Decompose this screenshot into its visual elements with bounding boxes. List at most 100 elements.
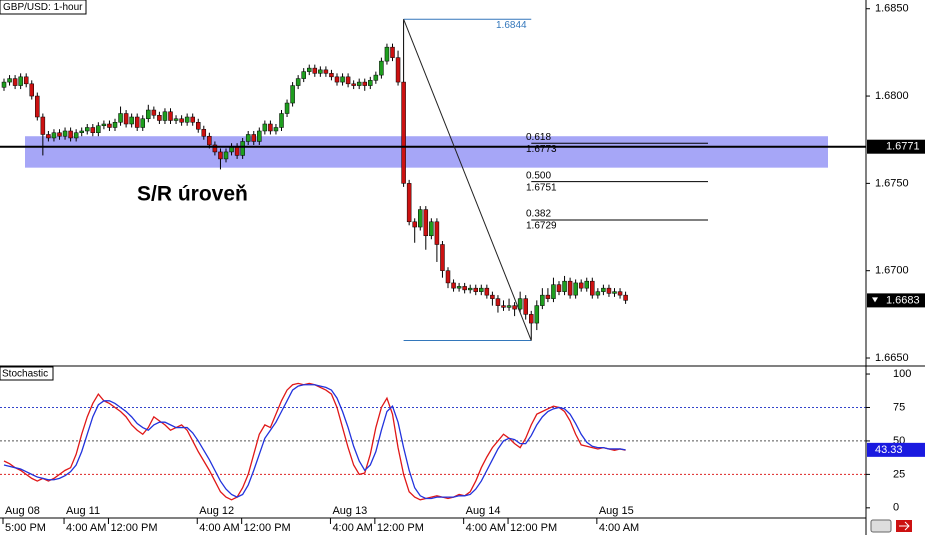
candle-body bbox=[356, 81, 362, 86]
candle-body bbox=[162, 111, 168, 121]
candle-body bbox=[73, 132, 79, 139]
candle-body bbox=[606, 287, 612, 294]
candle-body bbox=[190, 116, 195, 123]
candle-body bbox=[129, 116, 134, 125]
candle-body bbox=[85, 127, 90, 132]
y-tick-label: 1.6850 bbox=[875, 3, 909, 15]
candle-body bbox=[584, 280, 589, 289]
x-time-label: 4:00 AM bbox=[466, 522, 506, 534]
candle-body bbox=[46, 134, 51, 139]
candle-body bbox=[462, 286, 467, 291]
candle-body bbox=[173, 118, 179, 121]
candle-body bbox=[35, 95, 40, 118]
x-date-label: Aug 11 bbox=[66, 505, 100, 517]
candle-body bbox=[595, 291, 601, 296]
x-date-label: Aug 14 bbox=[466, 505, 501, 517]
y-tick-label: 1.6650 bbox=[875, 352, 909, 364]
candle-body bbox=[445, 270, 451, 284]
candle-body bbox=[268, 123, 273, 132]
candle-body bbox=[273, 127, 279, 132]
candle-body bbox=[40, 116, 46, 135]
candle-body bbox=[257, 130, 262, 142]
y-tick-label: 1.6750 bbox=[875, 177, 909, 189]
y-tick-label: 1.6800 bbox=[875, 90, 909, 102]
candle-body bbox=[540, 294, 545, 306]
candle-body bbox=[146, 109, 151, 120]
candle-body bbox=[1, 81, 7, 88]
candle-body bbox=[312, 67, 318, 74]
candle-body bbox=[490, 294, 495, 299]
last-price-arrow bbox=[872, 297, 878, 303]
x-time-label: 4:00 AM bbox=[332, 522, 372, 534]
candle-body bbox=[168, 111, 173, 121]
y-tick-label: 75 bbox=[893, 401, 905, 413]
candle-body bbox=[134, 116, 140, 128]
candle-body bbox=[123, 113, 129, 125]
candle-body bbox=[523, 298, 528, 315]
candle-body bbox=[556, 284, 562, 292]
candle-body bbox=[218, 151, 223, 160]
candle-body bbox=[329, 73, 334, 78]
candle-body bbox=[90, 127, 96, 133]
indicator-value-label: 43.33 bbox=[875, 444, 903, 456]
candle-body bbox=[406, 183, 412, 223]
candle-body bbox=[623, 294, 628, 301]
candle-body bbox=[262, 123, 268, 132]
candle-body bbox=[534, 305, 540, 324]
candle-body bbox=[340, 76, 345, 83]
candle-body bbox=[390, 46, 395, 58]
candle-body bbox=[323, 69, 329, 74]
candle-body bbox=[318, 69, 323, 74]
annotation: S/R úroveň bbox=[137, 183, 248, 206]
candle-body bbox=[301, 71, 306, 79]
last-price-tag bbox=[867, 293, 925, 308]
candle-body bbox=[506, 305, 512, 308]
indicator-value-tag bbox=[867, 442, 925, 457]
sr-price-tag bbox=[867, 139, 925, 154]
x-time-label: 4:00 AM bbox=[199, 522, 239, 534]
y-tick-label: 25 bbox=[893, 468, 905, 480]
candle-body bbox=[617, 291, 623, 296]
fib-ratio-label: 0.500 bbox=[526, 170, 551, 181]
candle-body bbox=[251, 134, 256, 142]
candle-body bbox=[196, 121, 201, 130]
indicator-title-box bbox=[0, 366, 54, 381]
candle-body bbox=[351, 83, 356, 86]
candle-body bbox=[578, 282, 584, 289]
candle-body bbox=[467, 287, 473, 291]
candle-body bbox=[62, 130, 68, 137]
candle-body bbox=[79, 130, 84, 133]
candle-body bbox=[545, 294, 551, 299]
y-tick-label: 1.6700 bbox=[875, 265, 909, 277]
candle-body bbox=[207, 135, 212, 146]
title-box bbox=[0, 0, 87, 15]
indicator-title: Stochastic bbox=[2, 369, 48, 380]
candle-body bbox=[395, 57, 401, 83]
x-time-label: 12:00 PM bbox=[510, 522, 557, 534]
candle-body bbox=[68, 130, 73, 139]
candle-body bbox=[512, 305, 517, 310]
sr-price-label: 1.6771 bbox=[886, 141, 920, 153]
candle-body bbox=[290, 85, 295, 104]
candle-body bbox=[334, 76, 340, 83]
candle-body bbox=[412, 221, 417, 228]
y-tick-label: 0 bbox=[893, 502, 899, 514]
candle-body bbox=[57, 132, 62, 137]
scroll-icon[interactable] bbox=[870, 519, 892, 533]
candle-body bbox=[240, 141, 245, 156]
candle-body bbox=[345, 76, 351, 85]
x-date-label: Aug 08 bbox=[5, 505, 40, 517]
stochastic-line bbox=[3, 384, 626, 500]
candle-body bbox=[7, 78, 12, 83]
candle-body bbox=[501, 305, 506, 308]
candle-body bbox=[601, 287, 606, 292]
candle-body bbox=[373, 74, 379, 81]
chart-title: GBP/USD: 1-hour bbox=[3, 2, 83, 13]
candle-body bbox=[551, 284, 556, 299]
fib-ratio-label: 0.618 bbox=[526, 132, 551, 143]
x-date-label: Aug 15 bbox=[599, 505, 634, 517]
candle-body bbox=[96, 125, 101, 133]
candle-body bbox=[473, 287, 478, 292]
